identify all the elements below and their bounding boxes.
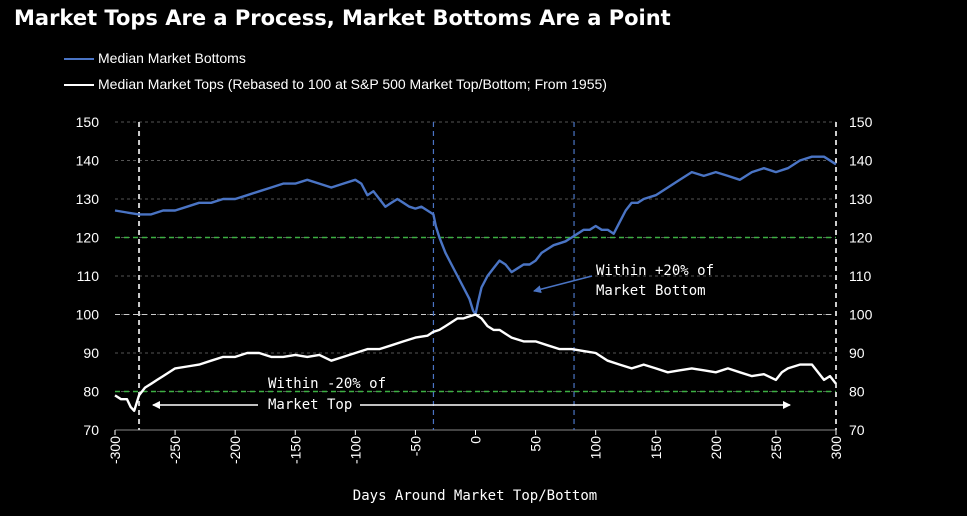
x-tick-label: 50 xyxy=(528,436,544,452)
y-tick-label-left: 100 xyxy=(76,307,100,323)
series-line-tops xyxy=(114,313,837,412)
axis-ticks: 70 70 80 80 90 90 100 100 110 110 120 120 130 130 140 1… xyxy=(76,114,873,464)
series-line-bottoms xyxy=(114,155,837,316)
gridlines xyxy=(115,121,836,431)
annotation-top-line2: Market Top xyxy=(268,397,352,413)
series-lines xyxy=(114,155,837,412)
annotation-bottom-line2: Market Bottom xyxy=(596,283,706,299)
legend-swatch-tops xyxy=(64,84,94,87)
y-tick-label-right: 120 xyxy=(849,230,873,246)
legend-label-tops: Median Market Tops (Rebased to 100 at S&… xyxy=(98,76,607,92)
y-tick-label-left: 90 xyxy=(83,345,99,361)
y-tick-label-left: 140 xyxy=(76,153,100,169)
x-tick-label: -250 xyxy=(167,436,183,464)
x-tick-label: 100 xyxy=(588,436,604,460)
x-tick-label: 150 xyxy=(648,436,664,460)
y-tick-label-left: 70 xyxy=(83,422,99,438)
x-tick-label: 250 xyxy=(768,436,784,460)
x-tick-label: -50 xyxy=(407,436,423,456)
legend-item-tops: Median Market Tops (Rebased to 100 at S&… xyxy=(64,76,607,92)
y-tick-label-left: 150 xyxy=(76,114,100,130)
legend-swatch-bottoms xyxy=(64,58,94,61)
y-tick-label-right: 130 xyxy=(849,191,873,207)
y-tick-label-left: 120 xyxy=(76,230,100,246)
x-tick-label: -300 xyxy=(107,436,123,464)
x-tick-label: -200 xyxy=(227,436,243,464)
y-tick-label-right: 80 xyxy=(849,384,865,400)
x-tick-label: 0 xyxy=(468,436,484,444)
legend-item-bottoms: Median Market Bottoms xyxy=(64,50,246,66)
y-tick-label-left: 80 xyxy=(83,384,99,400)
y-tick-label-right: 90 xyxy=(849,345,865,361)
y-tick-label-left: 110 xyxy=(77,268,100,284)
x-tick-label: -100 xyxy=(347,436,363,464)
x-axis-label: Days Around Market Top/Bottom xyxy=(353,488,597,504)
y-tick-label-left: 130 xyxy=(76,191,100,207)
y-tick-label-right: 140 xyxy=(849,153,873,169)
x-tick-label: 200 xyxy=(708,436,724,460)
y-tick-label-right: 110 xyxy=(849,268,872,284)
annotation-bottom-line1: Within +20% of xyxy=(596,263,714,279)
x-tick-label: -150 xyxy=(287,436,303,464)
y-tick-label-right: 70 xyxy=(849,422,865,438)
annotation-top-line1: Within -20% of xyxy=(268,376,386,392)
y-tick-label-right: 100 xyxy=(849,307,873,323)
annotation-bottom-arrow xyxy=(533,275,593,294)
chart-title: Market Tops Are a Process, Market Bottom… xyxy=(14,6,671,30)
legend-label-bottoms: Median Market Bottoms xyxy=(98,50,246,66)
x-tick-label: 300 xyxy=(828,436,844,460)
y-tick-label-right: 150 xyxy=(849,114,873,130)
